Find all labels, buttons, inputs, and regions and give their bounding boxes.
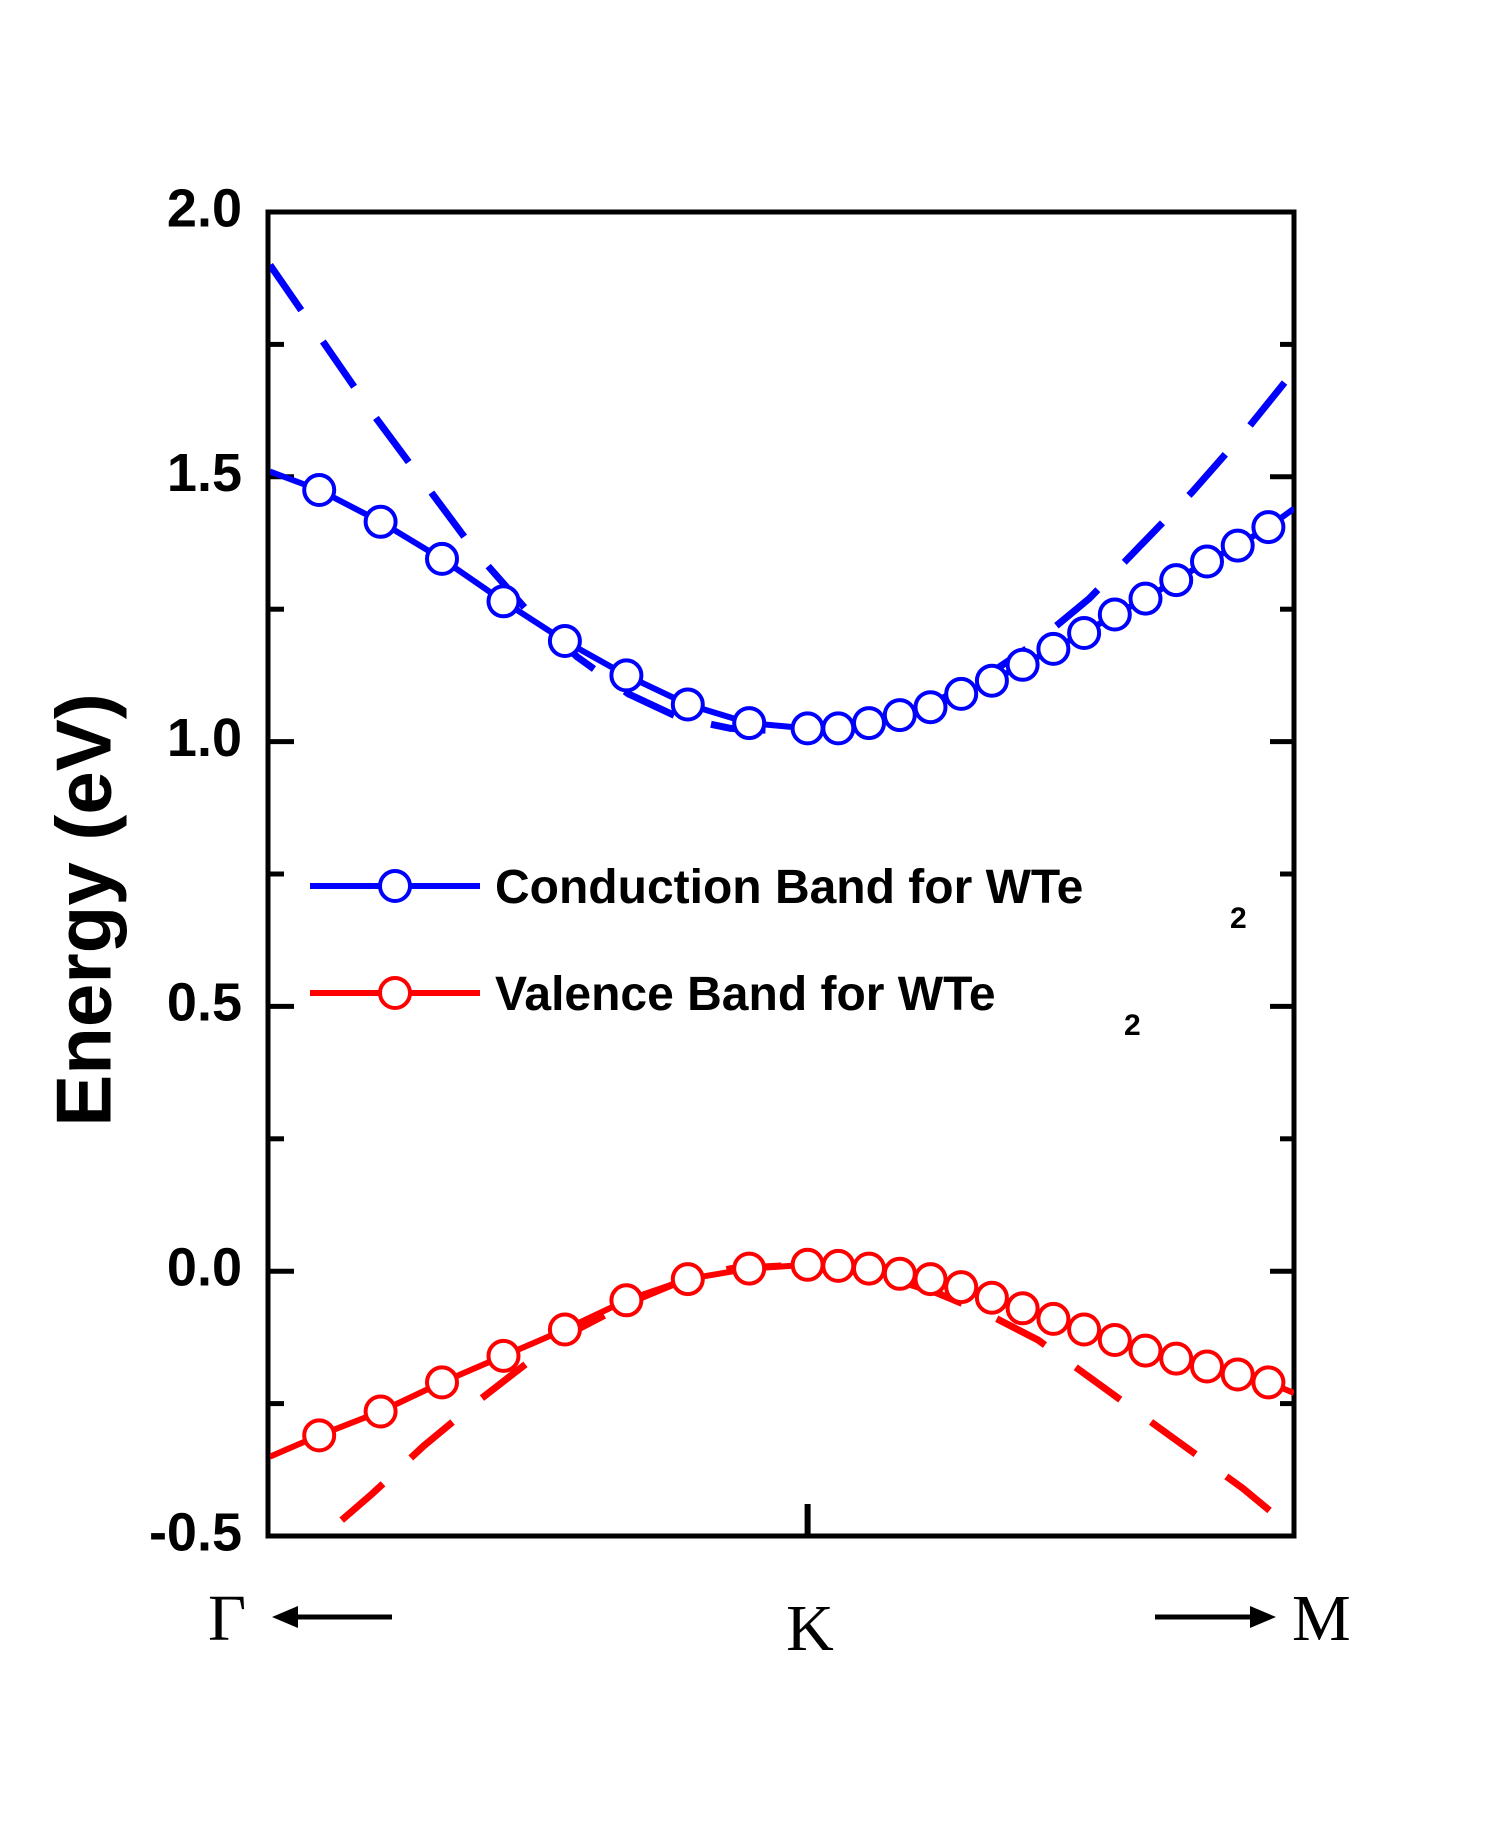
y-tick-label: 0.0 [167,1237,242,1297]
data-point-conduction-band-for-wte2 [1005,647,1040,682]
y-axis-ticks [270,209,1294,1539]
right-arrow-icon [1155,1606,1276,1628]
data-point-valence-band-for-wte2 [1036,1301,1071,1336]
y-tick-label: 2.0 [167,178,242,238]
legend-subscript-valence: 2 [1124,1009,1141,1042]
data-point-conduction-band-for-wte2 [732,706,767,741]
data-point-conduction-band-for-wte2 [1251,510,1286,545]
y-axis-tick-labels: 2.0 1.5 1.0 0.5 0.0 -0.5 [149,178,242,1562]
data-point-valence-band-for-wte2 [882,1256,917,1291]
data-point-valence-band-for-wte2 [821,1248,856,1283]
data-point-valence-band-for-wte2 [1159,1341,1194,1376]
series-line-valence-band-dashed [339,1262,1294,1534]
data-point-conduction-band-for-wte2 [913,690,948,725]
data-point-conduction-band-for-wte2 [547,624,582,658]
data-point-conduction-band-for-wte2 [609,658,644,693]
y-tick-label: 0.5 [167,973,242,1033]
data-point-valence-band-for-wte2 [1097,1323,1132,1357]
data-point-valence-band-for-wte2 [790,1247,825,1282]
data-point-conduction-band-for-wte2 [302,473,337,507]
legend-item-valence: Valence Band for WTe 2 [310,968,1141,1042]
data-point-conduction-band-for-wte2 [821,711,856,746]
data-point-valence-band-for-wte2 [670,1262,705,1297]
data-point-conduction-band-for-wte2 [425,541,459,576]
legend-item-conduction: Conduction Band for WTe 2 [310,861,1247,935]
data-point-valence-band-for-wte2 [1128,1333,1163,1368]
data-point-conduction-band-for-wte2 [974,663,1009,698]
data-point-valence-band-for-wte2 [944,1270,979,1305]
data-point-conduction-band-for-wte2 [1190,544,1224,579]
data-point-conduction-band-for-wte2 [1097,597,1132,632]
data-point-valence-band-for-wte2 [913,1262,948,1297]
data-point-conduction-band-for-wte2 [1036,631,1071,666]
data-point-conduction-band-for-wte2 [944,676,979,711]
data-point-valence-band-for-wte2 [609,1283,644,1318]
legend-subscript-conduction: 2 [1230,902,1247,935]
data-point-valence-band-for-wte2 [732,1251,767,1286]
data-point-conduction-band-for-wte2 [852,706,886,741]
data-point-conduction-band-for-wte2 [1067,616,1102,650]
y-tick-label: -0.5 [149,1502,242,1562]
k-label-m: M [1292,1582,1351,1655]
data-point-conduction-band-for-wte2 [486,584,521,619]
data-point-conduction-band-for-wte2 [1159,563,1194,598]
series-line-conduction-band-dashed [270,263,1294,735]
data-point-valence-band-for-wte2 [974,1280,1009,1315]
data-point-valence-band-for-wte2 [852,1251,886,1286]
data-point-valence-band-for-wte2 [1220,1357,1255,1392]
legend-marker-conduction [378,869,412,903]
data-point-valence-band-for-wte2 [363,1394,398,1429]
data-point-conduction-band-for-wte2 [882,698,917,733]
series-layer [270,263,1294,1534]
legend-label-conduction: Conduction Band for WTe [495,861,1083,914]
k-path-labels: Γ K M [208,1582,1351,1665]
data-point-conduction-band-for-wte2 [363,504,398,539]
y-tick-label: 1.5 [167,443,242,503]
data-point-conduction-band-for-wte2 [1128,581,1163,616]
left-arrow-icon [272,1606,392,1628]
y-axis-title: Energy (eV) [40,693,128,1126]
data-point-valence-band-for-wte2 [547,1312,582,1347]
data-point-valence-band-for-wte2 [486,1338,521,1373]
data-point-conduction-band-for-wte2 [790,711,825,746]
legend: Conduction Band for WTe 2 Valence Band f… [310,861,1247,1042]
legend-label-valence: Valence Band for WTe [495,968,996,1021]
data-point-conduction-band-for-wte2 [670,687,705,722]
data-point-valence-band-for-wte2 [425,1365,459,1400]
legend-marker-valence [378,976,412,1010]
y-tick-label: 1.0 [167,708,242,768]
data-point-valence-band-for-wte2 [302,1418,337,1453]
k-label-gamma: Γ [208,1582,246,1655]
data-point-valence-band-for-wte2 [1251,1365,1286,1400]
data-point-valence-band-for-wte2 [1190,1349,1224,1384]
k-label-k: K [786,1592,834,1665]
data-point-valence-band-for-wte2 [1005,1291,1040,1326]
data-point-conduction-band-for-wte2 [1220,528,1255,563]
data-point-valence-band-for-wte2 [1067,1312,1102,1347]
